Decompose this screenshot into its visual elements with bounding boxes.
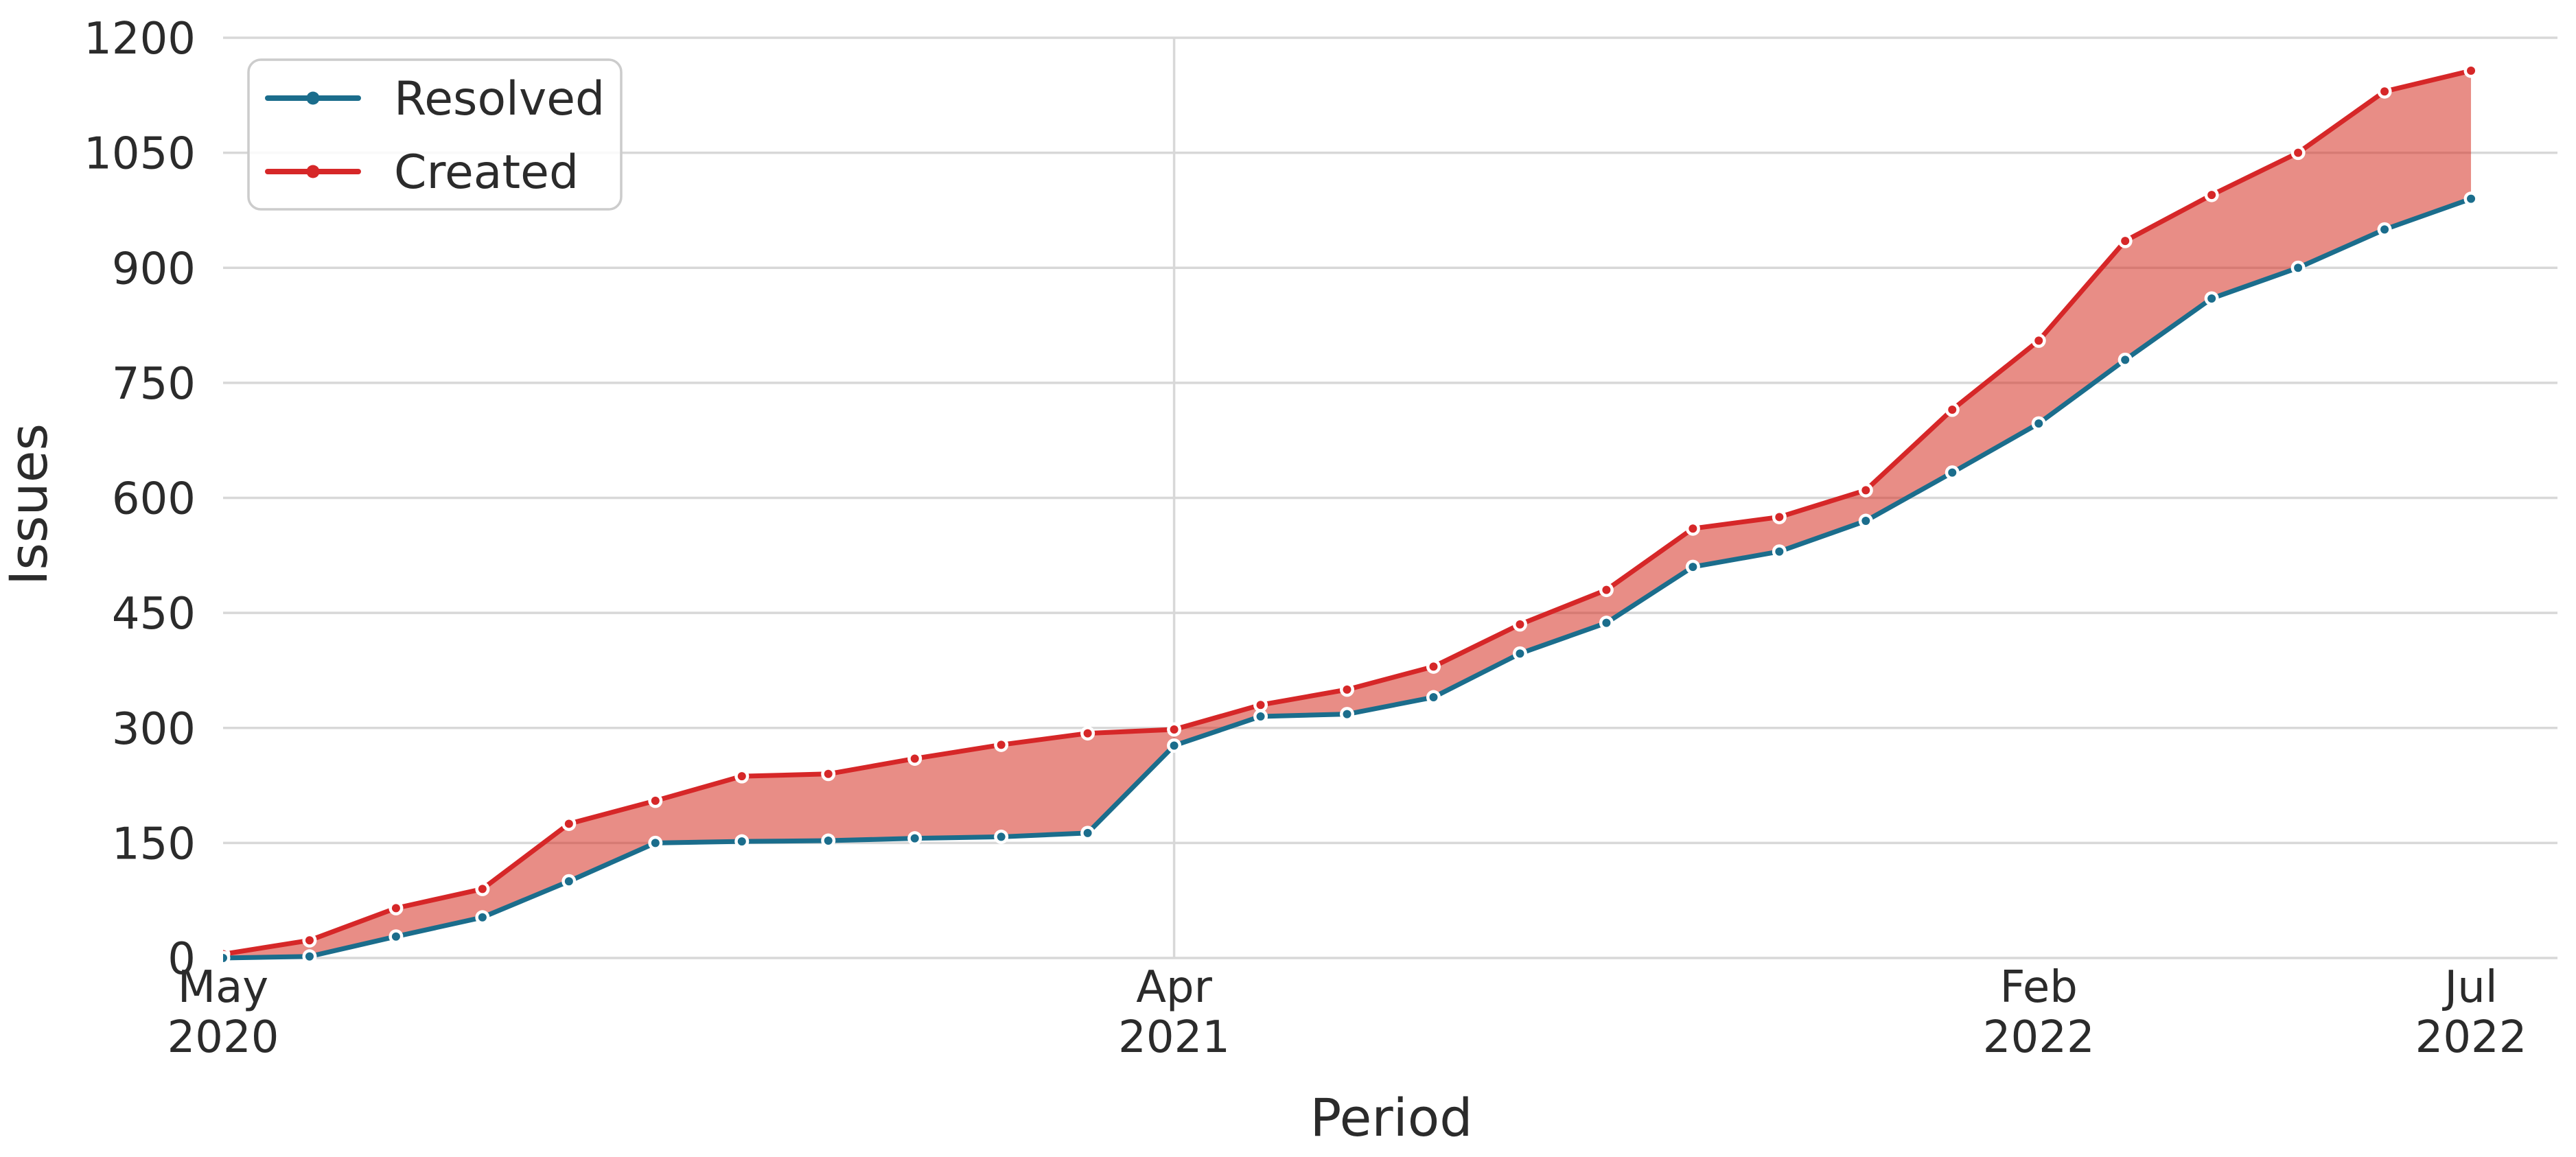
legend-label-created: Created [394, 145, 579, 200]
marker-created [2207, 191, 2216, 200]
y-tick-label-600: 600 [112, 474, 196, 525]
marker-resolved [824, 837, 833, 845]
marker-resolved [737, 837, 746, 846]
legend-label-resolved: Resolved [394, 72, 605, 126]
x-tick-label: Jul [2441, 962, 2497, 1013]
marker-resolved [1429, 693, 1438, 702]
legend-marker [306, 165, 320, 178]
x-tick-label-year: 2022 [1983, 1012, 2095, 1063]
marker-resolved [1516, 649, 1524, 658]
x-tick-label-year: 2021 [1118, 1012, 1230, 1063]
x-axis-title: Period [1310, 1087, 1473, 1148]
marker-created [1170, 725, 1179, 734]
marker-created [2034, 336, 2043, 345]
marker-created [1602, 585, 1611, 594]
y-tick-label-300: 300 [112, 704, 196, 755]
marker-created [1256, 701, 1265, 710]
marker-created [1516, 620, 1524, 629]
y-tick-label-450: 450 [112, 589, 196, 640]
marker-resolved [1689, 563, 1697, 572]
marker-resolved [1948, 468, 1957, 477]
y-tick-label-900: 900 [112, 244, 196, 294]
marker-created [564, 819, 573, 828]
marker-resolved [1256, 712, 1265, 721]
marker-resolved [651, 839, 660, 848]
y-tick-label-1200: 1200 [84, 14, 196, 65]
marker-created [2121, 237, 2130, 246]
x-tick-label-year: 2020 [167, 1012, 279, 1063]
marker-created [2294, 148, 2303, 157]
marker-created [478, 885, 487, 893]
marker-created [910, 754, 919, 763]
y-axis-title: Issues [0, 423, 59, 585]
marker-created [1689, 524, 1697, 533]
marker-created [1861, 486, 1870, 495]
marker-created [1429, 662, 1438, 671]
marker-created [305, 936, 314, 945]
marker-created [391, 904, 400, 913]
x-tick-label-year: 2022 [2415, 1012, 2527, 1063]
marker-resolved [1861, 517, 1870, 526]
marker-resolved [305, 952, 314, 961]
marker-resolved [2380, 225, 2389, 234]
marker-resolved [1602, 618, 1611, 627]
marker-resolved [1170, 741, 1179, 750]
y-tick-label-1050: 1050 [84, 129, 196, 180]
marker-created [1343, 685, 1351, 694]
marker-resolved [1343, 710, 1351, 718]
marker-created [1083, 729, 1092, 738]
marker-created [737, 772, 746, 781]
series-area [223, 63, 2479, 966]
marker-created [997, 740, 1006, 749]
marker-resolved [910, 834, 919, 843]
x-tick-label: Feb [2000, 962, 2078, 1013]
y-tick-label-0: 0 [167, 934, 196, 985]
legend: Resolved Created [247, 58, 623, 211]
marker-resolved [391, 932, 400, 941]
marker-created [824, 769, 833, 778]
y-tick-label-150: 150 [112, 819, 196, 869]
marker-resolved [2121, 355, 2130, 364]
x-tick-label: Apr [1136, 962, 1212, 1013]
marker-resolved [223, 954, 227, 962]
marker-resolved [2207, 294, 2216, 303]
marker-created [2380, 87, 2389, 96]
y-tick-label-750: 750 [112, 359, 196, 410]
marker-resolved [478, 913, 487, 922]
marker-resolved [2034, 419, 2043, 428]
marker-created [2467, 67, 2476, 75]
marker-created [1775, 513, 1784, 522]
marker-resolved [2294, 264, 2303, 272]
marker-resolved [1775, 547, 1784, 556]
axis-ticks: 015030045060075090010501200May2020Apr202… [84, 14, 2527, 1063]
marker-resolved [2467, 194, 2476, 203]
x-tick-label: May [178, 962, 268, 1013]
marker-created [651, 796, 660, 805]
marker-created [1948, 405, 1957, 414]
marker-resolved [1083, 828, 1092, 837]
legend-marker [306, 91, 320, 105]
marker-resolved [997, 832, 1006, 841]
marker-resolved [564, 877, 573, 886]
